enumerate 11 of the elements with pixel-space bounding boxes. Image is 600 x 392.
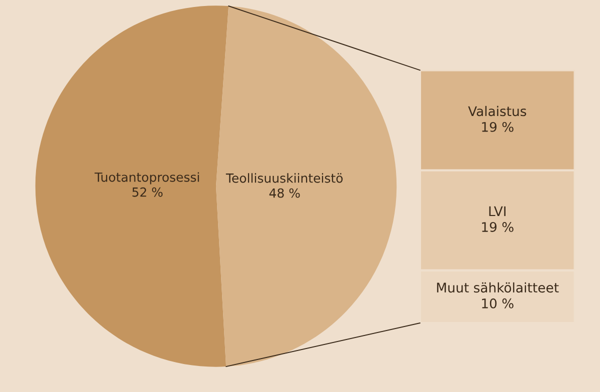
- data-label: 52 %: [132, 187, 163, 197]
- slice-label: Tuotantoprosessi: [94, 172, 199, 184]
- data-label: 19 %: [482, 122, 514, 132]
- slice-label: Teollisuuskiinteistö: [226, 173, 343, 183]
- series-label: Valaistus: [468, 106, 526, 116]
- data-label: 48 %: [269, 188, 300, 198]
- data-label: 10 %: [482, 298, 514, 308]
- series-label: Muut sähkölaitteet: [437, 282, 559, 293]
- series-label: LVI: [489, 206, 506, 216]
- data-label: 19 %: [482, 222, 514, 232]
- pie-slice: [216, 6, 397, 367]
